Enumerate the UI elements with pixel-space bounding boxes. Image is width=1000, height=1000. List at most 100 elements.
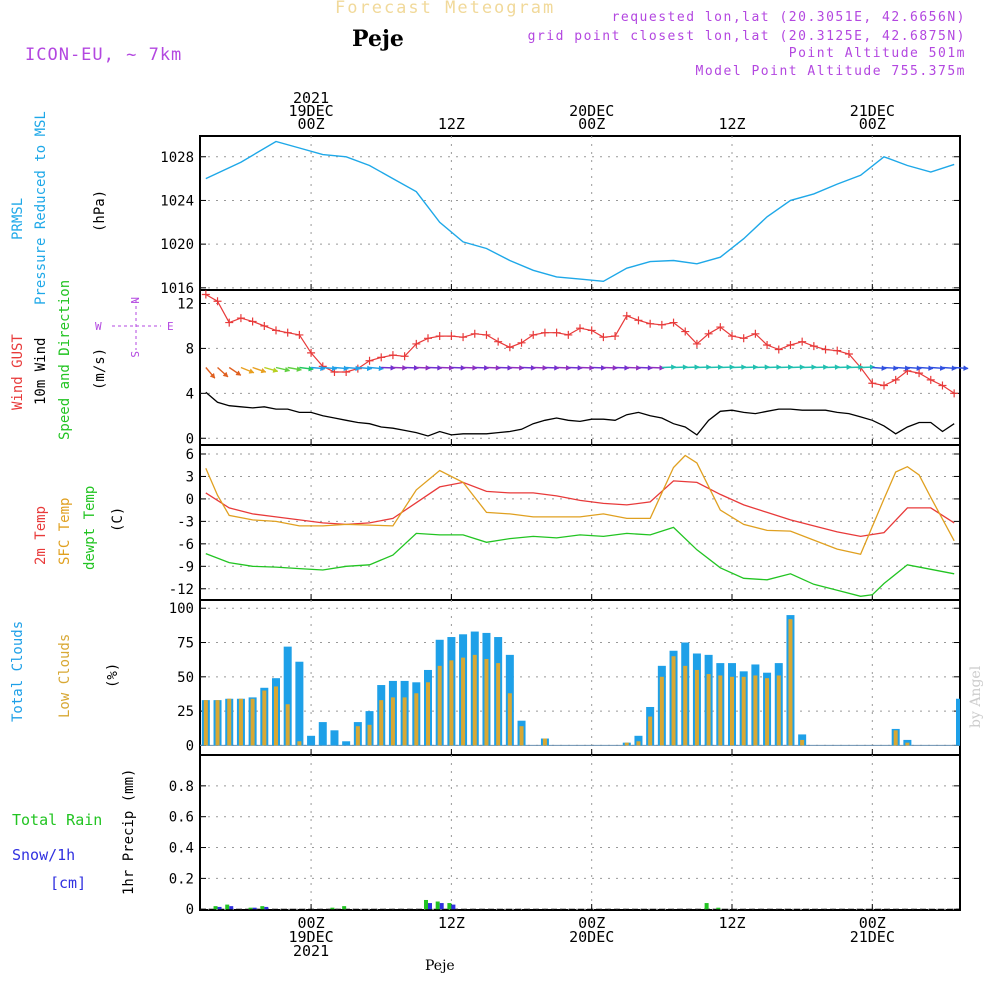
ytick-label-precip: 0.6 [169,810,194,826]
bottom-time-label: 21DEC [850,928,895,946]
gust-marker [517,338,526,347]
gust-marker [435,332,444,341]
panel-frame-precip [199,754,961,911]
ytick-label-temperature: -3 [177,514,194,530]
pressure-line [205,140,955,283]
ytick-label-clouds: 0 [186,738,194,754]
compass-west: W [95,320,102,333]
ytick-label-wind: 12 [177,296,194,312]
gust-marker [529,330,538,339]
total-cloud-bar [318,722,327,746]
bottom-time-label: 00Z [298,914,325,932]
gust-marker [657,320,666,329]
gust-marker [926,375,935,384]
snow-bar [451,904,456,910]
ytick-label-clouds: 75 [177,636,194,652]
top-time-label: 00Z [859,115,886,133]
ytick-label-clouds: 25 [177,704,194,720]
low-cloud-bar [519,726,524,746]
snow-bar [252,907,257,910]
snow-bar [439,903,444,910]
gust-marker [669,318,678,327]
rain-bar [260,906,265,910]
ytick-label-temperature: -6 [177,537,194,553]
ytick-label-pressure: 1016 [160,281,194,297]
low-cloud-bar [262,690,267,746]
gust-marker [950,389,959,398]
snow-unit-label: [cm] [50,874,87,892]
low-cloud-bar [285,704,290,746]
snow-bar [264,906,269,910]
gust-marker [482,330,491,339]
footer-location: Peje [425,958,455,974]
rain-bar [447,903,452,910]
ytick-label-pressure: 1028 [160,150,194,166]
bottom-time-label: 19DEC [288,928,333,946]
grid-coords: grid point closest lon,lat (20.3125E, 42… [527,29,966,44]
low-cloud-bar [426,682,430,746]
low-cloud-bar [227,698,232,746]
bottom-time-label: 12Z [718,914,745,932]
temp-2m-line [205,480,955,538]
low-cloud-bar [437,665,442,746]
ytick-label-clouds: 50 [177,670,194,686]
top-time-label: 00Z [298,115,325,133]
low-cloud-bar [238,698,243,746]
gust-marker [213,297,222,306]
gust-marker [704,329,713,338]
gust-marker [751,329,760,338]
gust-marker [201,290,210,299]
gust-marker [576,324,584,333]
compass-south: S [128,351,141,358]
low-cloud-bar [636,741,641,746]
gust-marker [868,379,877,388]
low-cloud-bar [484,658,489,746]
low-cloud-bar [730,676,734,746]
low-cloud-bar [542,738,547,746]
gust-marker [248,317,257,326]
gust-marker [809,342,818,351]
gust-marker [400,352,409,361]
gust-marker [447,332,456,341]
low-cloud-bar [659,676,664,746]
gust-marker [505,343,514,352]
gust-marker [938,381,947,390]
point-altitude: Point Altitude 501m [788,46,966,61]
gust-marker [716,323,725,332]
low-cloud-bar [472,654,477,746]
bottom-time-label: 20DEC [569,928,614,946]
gust-marker [225,318,234,327]
gust-marker [494,337,503,346]
low-cloud-bar [274,686,278,746]
ytick-label-temperature: 3 [186,469,194,485]
wind-direction-arrowhead [222,371,229,378]
low-cloud-bar [683,665,688,746]
requested-coords: requested lon,lat (20.3051E, 42.6656N) [611,10,966,25]
gust-marker [728,332,736,341]
top-time-label: 2021 [293,89,329,107]
meteogram-title: Forecast Meteogram [335,0,556,18]
ytick-label-precip: 0.2 [169,871,194,887]
ytick-label-pressure: 1024 [160,193,194,209]
low-cloud-bar [496,663,501,746]
low-cloud-bar [718,675,723,746]
bottom-time-label: 12Z [438,914,465,932]
low-cloud-bar [414,693,419,746]
ytick-label-precip: 0 [186,902,194,918]
low-cloud-bar [765,678,770,746]
top-time-label: 00Z [578,115,605,133]
bottom-time-label: 00Z [578,914,605,932]
gust-marker [681,327,690,336]
low-cloud-bar [507,693,512,746]
gust-marker [540,328,549,337]
rain-bar [704,903,709,910]
total-cloud-bar [295,661,304,746]
gust-marker [377,353,386,362]
rain-bar [435,901,440,910]
gust-line [205,293,955,394]
total-rain-label: Total Rain [12,811,103,829]
panel-frame-pressure [199,135,961,291]
wind-direction-arrowhead [296,366,302,372]
low-cloud-bar [694,669,699,746]
